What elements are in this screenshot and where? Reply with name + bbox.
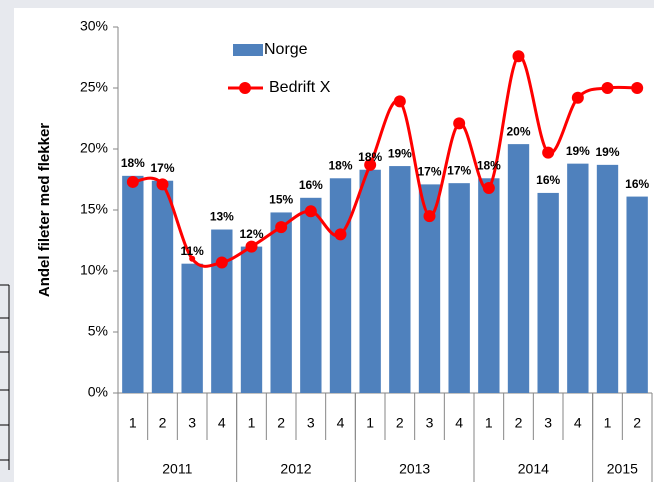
bar (626, 196, 648, 393)
line-marker (156, 178, 169, 191)
line-marker (215, 256, 228, 269)
data-label: 16% (625, 177, 649, 191)
data-label: 19% (388, 146, 412, 160)
bar (478, 178, 500, 393)
year-label: 2014 (518, 461, 549, 477)
year-label: 2015 (607, 461, 638, 477)
line-marker (334, 228, 347, 241)
data-label: 19% (595, 145, 619, 159)
bar (596, 164, 619, 393)
bar (240, 246, 263, 393)
x-tick-label: 4 (455, 415, 463, 431)
line-marker (245, 240, 258, 253)
bar (329, 178, 352, 393)
line-marker (189, 255, 196, 262)
line-marker (542, 146, 555, 159)
x-tick-label: 2 (396, 415, 404, 431)
line-marker (512, 50, 525, 63)
x-tick-label: 1 (366, 415, 374, 431)
line-marker (453, 117, 466, 130)
y-tick-label: 30% (80, 18, 108, 34)
bar (448, 183, 470, 393)
legend-label: Norge (264, 41, 308, 58)
data-label: 20% (506, 124, 530, 138)
y-tick-label: 5% (88, 323, 108, 339)
data-label: 16% (536, 173, 560, 187)
x-tick-label: 1 (248, 415, 256, 431)
y-tick-label: 25% (80, 79, 108, 95)
line-marker (364, 158, 377, 171)
x-tick-label: 1 (604, 415, 612, 431)
data-label: 18% (121, 156, 145, 170)
data-label: 19% (566, 144, 590, 158)
x-tick-label: 2 (633, 415, 641, 431)
data-label: 18% (477, 158, 501, 172)
line-marker (601, 82, 614, 94)
y-tick-label: 15% (80, 201, 108, 217)
y-tick-label: 20% (80, 140, 108, 156)
x-tick-label: 3 (426, 415, 434, 431)
line-marker (571, 91, 584, 104)
data-label: 18% (358, 150, 382, 164)
bar (270, 212, 292, 393)
data-label: 17% (150, 161, 174, 175)
data-label: 17% (447, 163, 471, 177)
data-label: 16% (299, 178, 323, 192)
year-label: 2013 (399, 461, 430, 477)
x-tick-label: 1 (129, 415, 137, 431)
x-tick-label: 4 (574, 415, 582, 431)
data-label: 11% (180, 244, 204, 258)
data-label: 17% (417, 165, 441, 179)
x-tick-label: 1 (485, 415, 493, 431)
bar (181, 263, 203, 393)
line-marker (304, 205, 317, 218)
line-marker (126, 175, 139, 188)
x-tick-label: 4 (337, 415, 345, 431)
legend-label: Bedrift X (269, 79, 331, 96)
line-marker (482, 182, 495, 195)
bar (507, 144, 530, 393)
bar (359, 169, 381, 393)
x-tick-label: 3 (544, 415, 552, 431)
bar (300, 197, 322, 393)
y-tick-label: 0% (88, 384, 108, 400)
table-edge (0, 284, 10, 470)
bar (567, 163, 589, 393)
y-axis-label: Andel fileter med flekker (36, 123, 53, 297)
legend-swatch (239, 82, 251, 94)
year-label: 2011 (162, 461, 192, 477)
bar (418, 184, 441, 393)
x-tick-label: 4 (218, 415, 226, 431)
data-label: 18% (328, 158, 352, 172)
line-marker (393, 95, 406, 108)
year-label: 2012 (280, 461, 311, 477)
data-label: 15% (269, 193, 293, 207)
x-tick-label: 2 (515, 415, 523, 431)
bar (537, 192, 559, 393)
bar (151, 180, 174, 393)
line-marker (423, 210, 436, 223)
line-marker (631, 82, 644, 94)
x-tick-label: 2 (277, 415, 285, 431)
x-tick-label: 2 (159, 415, 167, 431)
data-label: 12% (239, 227, 263, 241)
y-tick-label: 10% (80, 262, 108, 278)
bar (389, 166, 411, 393)
data-label: 13% (210, 210, 234, 224)
bar (211, 229, 233, 393)
x-tick-label: 3 (307, 415, 315, 431)
x-tick-label: 3 (188, 415, 196, 431)
legend-swatch (233, 44, 263, 56)
line-marker (275, 221, 288, 234)
bar (122, 175, 144, 393)
